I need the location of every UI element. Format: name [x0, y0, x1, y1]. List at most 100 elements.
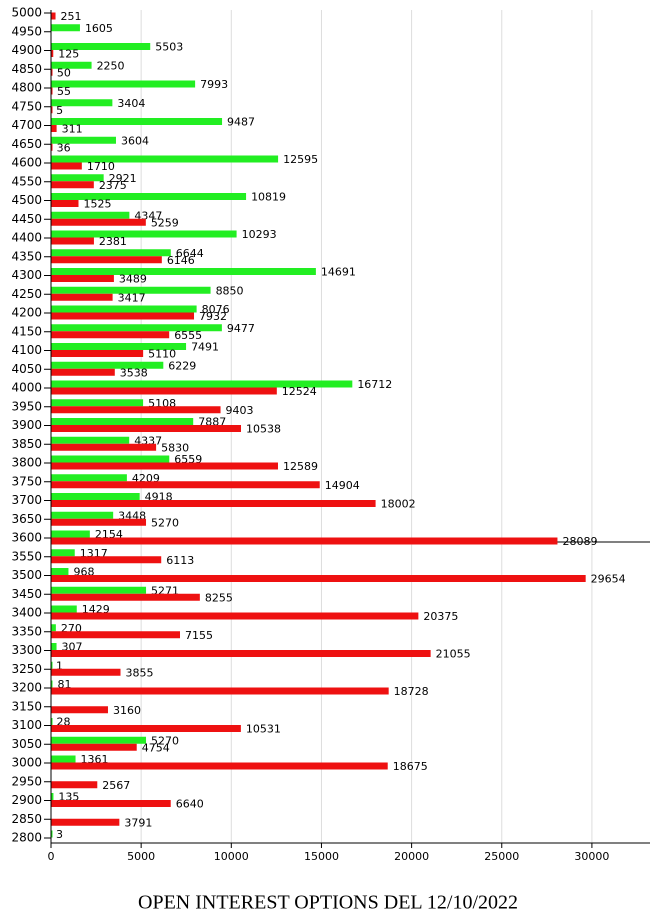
value-label: 16712: [357, 378, 392, 391]
y-tick-label: 4500: [11, 193, 42, 207]
bar: [51, 80, 196, 88]
value-label: 2375: [99, 179, 127, 192]
bar: [51, 706, 108, 714]
y-tick-label: 4700: [11, 118, 42, 132]
value-label: 5110: [148, 348, 176, 361]
y-tick-label: 2850: [11, 812, 42, 826]
value-label: 5830: [161, 441, 189, 454]
bar: [51, 781, 98, 789]
y-tick-label: 4400: [11, 231, 42, 245]
bar: [51, 12, 56, 20]
bar: [51, 818, 120, 826]
y-tick-label: 4250: [11, 287, 42, 301]
bar: [51, 230, 237, 238]
y-tick-label: 4150: [11, 324, 42, 338]
bar: [51, 293, 113, 301]
x-tick-label: 5000: [127, 850, 155, 863]
y-tick-label: 4050: [11, 362, 42, 376]
value-label: 5270: [151, 516, 179, 529]
bar: [51, 568, 69, 575]
bar: [51, 593, 200, 601]
chart-title: OPEN INTEREST OPTIONS DEL 12/10/2022: [138, 892, 518, 914]
bar: [51, 136, 116, 144]
value-label: 12595: [283, 153, 318, 166]
bar: [51, 575, 586, 582]
bar: [51, 200, 79, 207]
y-tick-label: 4950: [11, 24, 42, 38]
y-tick-label: 4200: [11, 306, 42, 320]
y-tick-label: 4800: [11, 81, 42, 95]
value-label: 8255: [205, 591, 233, 604]
y-tick-label: 3400: [11, 606, 42, 620]
bar: [51, 612, 419, 620]
value-label: 3160: [113, 704, 141, 717]
y-tick-label: 3500: [11, 568, 42, 582]
value-label: 3: [56, 828, 63, 841]
bar: [51, 268, 316, 275]
bar: [51, 162, 82, 170]
bar: [51, 511, 114, 519]
bar: [51, 174, 104, 182]
bar: [51, 718, 53, 725]
bar: [51, 680, 53, 688]
value-label: 7932: [199, 310, 227, 323]
value-label: 5270: [151, 734, 179, 747]
bar: [51, 143, 53, 151]
bar: [51, 830, 53, 838]
value-label: 18728: [394, 685, 429, 698]
bar: [51, 549, 75, 557]
bar: [51, 368, 115, 376]
y-tick-label: 4450: [11, 212, 42, 226]
value-label: 3417: [118, 291, 146, 304]
bar: [51, 211, 130, 219]
value-label: 3604: [121, 134, 149, 147]
bar: [51, 425, 242, 432]
value-label: 55: [57, 85, 71, 98]
bar: [51, 50, 54, 57]
value-label: 311: [62, 123, 83, 136]
bar: [51, 493, 140, 500]
y-tick-label: 3150: [11, 699, 42, 713]
value-label: 10538: [246, 423, 281, 436]
value-label: 18002: [381, 498, 416, 511]
y-tick-label: 4900: [11, 43, 42, 57]
x-tick-label: 20000: [394, 850, 429, 863]
value-label: 14691: [321, 266, 356, 279]
value-label: 9487: [227, 116, 255, 129]
y-tick-label: 3600: [11, 531, 42, 545]
y-tick-label: 2800: [11, 831, 42, 845]
bar: [51, 631, 181, 639]
bar: [51, 661, 53, 669]
y-tick-label: 4550: [11, 174, 42, 188]
bar: [51, 793, 54, 800]
value-label: 5: [56, 104, 63, 117]
value-label: 6229: [168, 359, 196, 372]
value-label: 3538: [120, 366, 148, 379]
value-label: 2381: [99, 235, 127, 248]
bar: [51, 286, 211, 294]
value-label: 18675: [393, 760, 428, 773]
y-tick-label: 3700: [11, 493, 42, 507]
bar: [51, 455, 170, 463]
value-label: 10819: [251, 191, 286, 204]
y-tick-label: 4000: [11, 381, 42, 395]
bar: [51, 87, 53, 95]
value-label: 251: [61, 10, 82, 23]
y-tick-label: 3850: [11, 437, 42, 451]
value-label: 9477: [227, 322, 255, 335]
y-tick-label: 3250: [11, 662, 42, 676]
y-tick-label: 3200: [11, 681, 42, 695]
x-tick-label: 10000: [214, 850, 249, 863]
bar: [51, 155, 279, 163]
bar: [51, 24, 80, 32]
bar: [51, 556, 162, 564]
bar: [51, 586, 147, 594]
bar: [51, 387, 277, 395]
bar: [51, 68, 53, 76]
value-label: 125: [58, 48, 79, 61]
bar: [51, 125, 57, 132]
y-tick-label: 4100: [11, 343, 42, 357]
value-label: 14904: [325, 479, 360, 492]
y-tick-label: 3050: [11, 737, 42, 751]
bar: [51, 743, 137, 751]
